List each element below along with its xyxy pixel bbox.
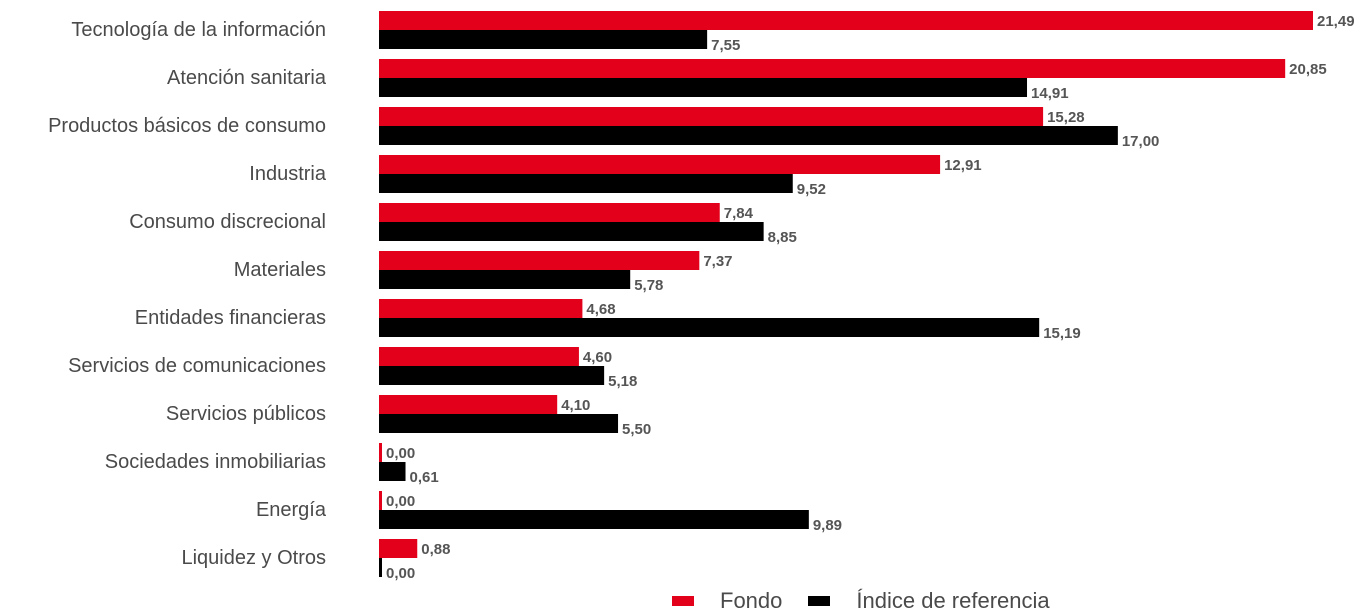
data-label-fondo: 4,60 bbox=[583, 349, 612, 366]
bar-fondo bbox=[379, 347, 579, 366]
bar-indice bbox=[379, 366, 605, 385]
category-label: Atención sanitaria bbox=[167, 67, 327, 89]
bar-indice bbox=[379, 558, 382, 577]
bar-fondo bbox=[379, 155, 941, 174]
data-label-fondo: 7,37 bbox=[703, 253, 732, 270]
data-label-indice: 9,52 bbox=[797, 181, 826, 198]
category-label: Servicios públicos bbox=[166, 403, 326, 425]
category-label: Energía bbox=[256, 499, 327, 521]
data-label-indice: 0,61 bbox=[410, 469, 439, 486]
data-label-indice: 17,00 bbox=[1122, 133, 1160, 150]
bar-fondo bbox=[379, 299, 583, 318]
legend-item-indice: Índice de referencia bbox=[808, 588, 1050, 614]
data-label-indice: 5,50 bbox=[622, 421, 651, 438]
bars bbox=[379, 11, 1313, 577]
data-label-indice: 14,91 bbox=[1031, 85, 1069, 102]
bar-fondo bbox=[379, 539, 418, 558]
bar-fondo bbox=[379, 11, 1313, 30]
bar-indice bbox=[379, 174, 793, 193]
data-label-indice: 0,00 bbox=[386, 565, 415, 582]
legend: Fondo Índice de referencia bbox=[672, 588, 1076, 614]
data-label-fondo: 0,00 bbox=[386, 493, 415, 510]
data-label-fondo: 0,00 bbox=[386, 445, 415, 462]
legend-item-fondo: Fondo bbox=[672, 588, 782, 614]
category-label: Industria bbox=[249, 163, 327, 185]
bar-indice bbox=[379, 318, 1040, 337]
data-label-indice: 8,85 bbox=[768, 229, 797, 246]
bar-indice bbox=[379, 222, 764, 241]
category-labels: Tecnología de la información Atención san… bbox=[48, 19, 327, 569]
data-label-fondo: 20,85 bbox=[1289, 61, 1327, 78]
bar-indice bbox=[379, 78, 1028, 97]
category-label: Servicios de comunicaciones bbox=[68, 355, 326, 377]
category-label: Consumo discrecional bbox=[129, 211, 326, 233]
bar-fondo bbox=[379, 491, 382, 510]
data-label-fondo: 12,91 bbox=[944, 157, 982, 174]
data-labels: 21,49 7,55 20,85 14,91 15,28 17,00 12,91 9,52 7,… bbox=[386, 13, 1355, 582]
legend-swatch-indice bbox=[808, 596, 831, 606]
data-label-fondo: 4,68 bbox=[586, 301, 615, 318]
category-label: Productos básicos de consumo bbox=[48, 115, 326, 137]
bar-indice bbox=[379, 30, 708, 49]
data-label-indice: 15,19 bbox=[1043, 325, 1081, 342]
bar-fondo bbox=[379, 395, 558, 414]
bar-fondo bbox=[379, 107, 1044, 126]
category-label: Entidades financieras bbox=[135, 307, 326, 329]
data-label-fondo: 21,49 bbox=[1317, 13, 1355, 30]
data-label-fondo: 15,28 bbox=[1047, 109, 1085, 126]
category-label: Sociedades inmobiliarias bbox=[105, 451, 326, 473]
legend-swatch-fondo bbox=[672, 596, 694, 606]
bar-indice bbox=[379, 414, 619, 433]
data-label-indice: 7,55 bbox=[711, 37, 740, 54]
legend-label-fondo: Fondo bbox=[720, 588, 783, 613]
data-label-indice: 9,89 bbox=[813, 517, 842, 534]
data-label-indice: 5,78 bbox=[634, 277, 663, 294]
bar-fondo bbox=[379, 251, 700, 270]
bar-fondo bbox=[379, 203, 720, 222]
data-label-fondo: 0,88 bbox=[421, 541, 450, 558]
category-label: Tecnología de la información bbox=[71, 19, 326, 41]
data-label-fondo: 7,84 bbox=[724, 205, 754, 222]
category-label: Liquidez y Otros bbox=[181, 547, 326, 569]
legend-label-indice: Índice de referencia bbox=[856, 588, 1050, 613]
bar-indice bbox=[379, 462, 406, 481]
data-label-indice: 5,18 bbox=[608, 373, 637, 390]
bar-fondo bbox=[379, 59, 1286, 78]
category-label: Materiales bbox=[234, 259, 326, 281]
data-label-fondo: 4,10 bbox=[561, 397, 590, 414]
bar-fondo bbox=[379, 443, 382, 462]
bar-indice bbox=[379, 270, 631, 289]
bar-indice bbox=[379, 510, 809, 529]
bar-indice bbox=[379, 126, 1118, 145]
